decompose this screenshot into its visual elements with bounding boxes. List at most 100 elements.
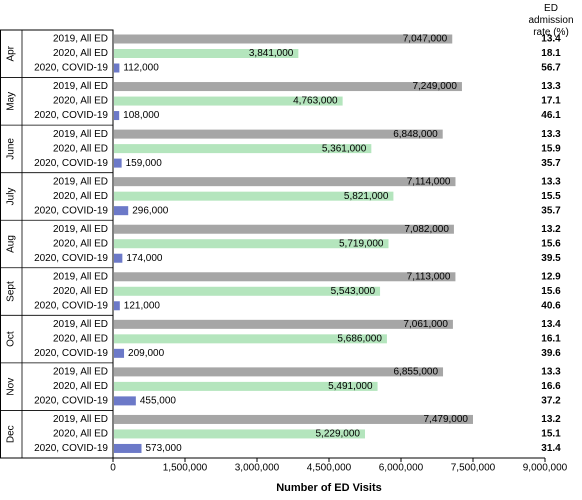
bar [114, 443, 142, 453]
row-label: 2019, All ED [53, 271, 108, 282]
admission-rate: 46.1 [541, 110, 561, 121]
bar [114, 286, 381, 296]
bar-value-label: 7,114,000 [407, 176, 451, 187]
row-label: 2019, All ED [53, 319, 108, 330]
bar [114, 301, 120, 311]
row-label: 2020, COVID-19 [34, 300, 108, 311]
label-panel [0, 29, 114, 459]
bar [114, 253, 123, 263]
row-label: 2020, All ED [53, 143, 108, 154]
admission-rate: 35.7 [541, 158, 561, 169]
admission-rate: 15.1 [541, 429, 561, 440]
bar [114, 319, 453, 329]
bar-value-label: 7,113,000 [407, 271, 451, 282]
bar [114, 177, 456, 187]
bar [114, 334, 387, 344]
admission-rate: 16.6 [541, 381, 561, 392]
bar-value-label: 159,000 [126, 158, 163, 169]
bar-value-label: 5,491,000 [328, 381, 373, 392]
month-label: July [6, 188, 17, 206]
bar-value-label: 6,855,000 [394, 367, 439, 378]
row-label: 2020, COVID-19 [34, 443, 108, 454]
row-label: 2020, All ED [53, 333, 108, 344]
admission-rate: 13.3 [541, 367, 561, 378]
bar [114, 429, 365, 439]
bar-value-label: 3,841,000 [249, 48, 294, 59]
admission-rate: 16.1 [541, 333, 561, 344]
bar-value-label: 6,848,000 [393, 129, 438, 140]
bar-value-label: 573,000 [146, 443, 183, 454]
bar [114, 49, 299, 58]
row-label: 2019, All ED [53, 129, 108, 140]
admission-rate: 18.1 [541, 48, 561, 59]
admission-rate: 13.3 [541, 176, 561, 187]
month-label: Dec [6, 425, 17, 443]
admission-rate: 39.6 [541, 348, 561, 359]
bar [114, 96, 343, 106]
bar-value-label: 296,000 [132, 205, 169, 216]
bar-value-label: 5,229,000 [315, 429, 360, 440]
row-label: 2020, COVID-19 [34, 253, 108, 264]
admission-rate: 12.9 [541, 271, 561, 282]
admission-rate: 31.4 [541, 443, 561, 454]
bar [114, 63, 120, 73]
bar-value-label: 5,821,000 [344, 191, 389, 202]
x-tick-label: 1,500,000 [163, 463, 208, 474]
bar-value-label: 209,000 [128, 348, 165, 359]
bar-value-label: 7,479,000 [423, 414, 468, 425]
bar [114, 82, 462, 92]
admission-rate: 15.9 [541, 143, 561, 154]
row-label: 2020, COVID-19 [34, 158, 108, 169]
row-label: 2019, All ED [53, 176, 108, 187]
bar-value-label: 7,082,000 [404, 224, 449, 235]
bar [114, 158, 122, 168]
bar-value-label: 7,061,000 [403, 319, 448, 330]
admission-rate: 15.6 [541, 238, 561, 249]
bar [114, 34, 453, 44]
row-label: 2020, COVID-19 [34, 110, 108, 121]
admission-rate: 40.6 [541, 300, 561, 311]
bar [114, 381, 378, 391]
x-tick-label: 0 [110, 463, 116, 474]
bar-value-label: 5,361,000 [322, 143, 367, 154]
x-tick-label: 6,000,000 [379, 463, 424, 474]
row-label: 2020, All ED [53, 286, 108, 297]
month-label: May [6, 92, 17, 111]
bar [114, 272, 456, 282]
admission-rate: 13.4 [541, 34, 561, 45]
month-label: Oct [6, 331, 17, 347]
row-label: 2020, COVID-19 [34, 63, 108, 74]
bar [114, 396, 136, 406]
bar [114, 367, 444, 377]
x-axis-title: Number of ED Visits [276, 482, 382, 494]
admission-rate: 39.5 [541, 253, 561, 264]
bar-value-label: 121,000 [124, 300, 161, 311]
admission-rate: 56.7 [541, 63, 561, 74]
month-label: Aug [6, 235, 17, 253]
admission-rate: 37.2 [541, 396, 561, 407]
admission-rate: 13.3 [541, 81, 561, 92]
admission-rate: 35.7 [541, 205, 561, 216]
bar-value-label: 108,000 [123, 110, 160, 121]
admission-rate: 13.2 [541, 224, 561, 235]
x-tick-label: 3,000,000 [235, 463, 280, 474]
bar-value-label: 5,686,000 [337, 333, 382, 344]
bar [114, 191, 394, 201]
bar [114, 239, 389, 249]
admission-rate: 15.6 [541, 286, 561, 297]
row-label: 2019, All ED [53, 367, 108, 378]
row-label: 2020, All ED [53, 381, 108, 392]
row-label: 2020, COVID-19 [34, 205, 108, 216]
bar [114, 348, 125, 358]
month-label: Sept [6, 281, 17, 302]
row-label: 2020, All ED [53, 429, 108, 440]
bar-value-label: 112,000 [123, 63, 159, 74]
row-label: 2019, All ED [53, 81, 108, 92]
row-label: 2019, All ED [53, 414, 108, 425]
row-label: 2020, COVID-19 [34, 348, 108, 359]
row-label: 2020, All ED [53, 191, 108, 202]
admission-rate: 17.1 [541, 96, 561, 107]
bar-value-label: 174,000 [126, 253, 163, 264]
bar-value-label: 4,763,000 [293, 96, 338, 107]
